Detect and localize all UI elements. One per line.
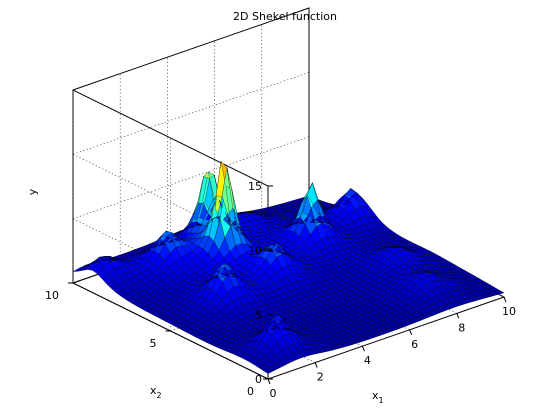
x-tick-label: 8 [458, 321, 465, 334]
axis-ticks: 0 2 4 6 8 10 0 5 10 0 5 10 15 [45, 180, 516, 400]
y-tick-label: 10 [45, 289, 59, 302]
surface-patch [492, 289, 505, 295]
x-tick-mark [267, 378, 271, 385]
x-tick-mark [409, 329, 413, 335]
y-axis-label: x2 [150, 384, 162, 400]
z-tick-label: 5 [255, 309, 262, 322]
x-tick-mark [361, 346, 365, 352]
grid-line [72, 89, 269, 187]
z-tick-label: 15 [248, 180, 262, 193]
x-tick-label: 2 [317, 371, 324, 384]
z-tick-label: 0 [255, 373, 262, 386]
grid-line [72, 72, 310, 155]
surface [72, 160, 505, 374]
x-tick-mark [314, 362, 318, 368]
x-axis-label: x1 [372, 389, 384, 405]
x-tick-mark [456, 313, 460, 319]
z-axis-label: y [26, 188, 39, 195]
x-tick-label: 10 [502, 305, 516, 318]
x-tick-mark [503, 296, 507, 303]
x-tick-label: 6 [411, 338, 418, 351]
y-tick-label: 0 [247, 385, 254, 398]
x-tick-label: 0 [270, 387, 277, 400]
x-tick-label: 4 [364, 354, 371, 367]
y-tick-label: 5 [150, 337, 157, 350]
z-tick-label: 10 [248, 244, 262, 257]
